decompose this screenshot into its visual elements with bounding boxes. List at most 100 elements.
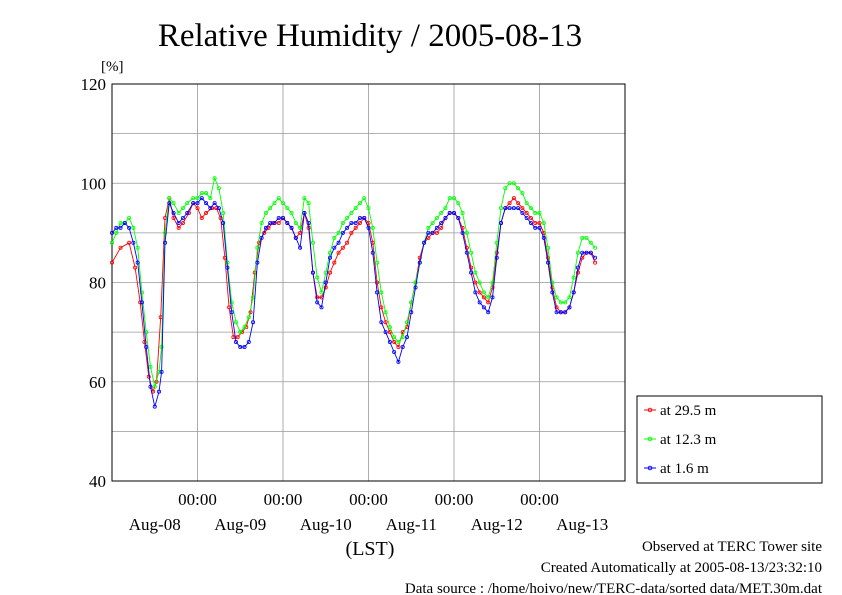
data-point — [276, 215, 281, 220]
data-point — [392, 340, 397, 345]
data-point — [499, 220, 504, 225]
data-point — [366, 225, 371, 230]
legend: at 29.5 m at 12.3 m at 1.6 m — [636, 395, 823, 484]
data-point — [328, 270, 333, 275]
data-point — [417, 260, 422, 265]
data-point — [204, 211, 209, 216]
data-point — [289, 211, 294, 216]
data-point — [235, 335, 240, 340]
data-point — [280, 201, 285, 206]
data-point — [464, 245, 469, 250]
data-point — [567, 295, 572, 300]
data-point — [332, 260, 337, 265]
data-point — [357, 215, 362, 220]
data-point — [404, 320, 409, 325]
x-axis-ticks: 00:00 00:00 00:00 00:00 00:00 Aug-08 Aug-09 Aug… — [129, 490, 608, 534]
data-point — [246, 340, 251, 345]
x-tick-label: 00:00 — [178, 490, 217, 509]
data-point — [443, 206, 448, 211]
data-point — [216, 186, 221, 191]
data-point — [516, 201, 521, 206]
data-point — [110, 230, 115, 235]
data-point — [176, 220, 181, 225]
data-point — [447, 196, 452, 201]
data-point — [242, 345, 247, 350]
data-point — [148, 384, 153, 389]
data-point — [127, 240, 132, 245]
series-lines — [110, 176, 598, 409]
data-point — [571, 275, 576, 280]
data-point — [366, 220, 371, 225]
x-date-label: Aug-12 — [471, 515, 523, 534]
data-point — [541, 235, 546, 240]
data-point — [238, 330, 243, 335]
data-point — [185, 211, 190, 216]
data-point — [464, 250, 469, 255]
data-point — [357, 201, 362, 206]
data-point — [336, 240, 341, 245]
data-point — [593, 255, 598, 260]
data-point — [584, 250, 589, 255]
data-point — [323, 285, 328, 290]
data-point — [114, 225, 119, 230]
data-point — [195, 196, 200, 201]
data-point — [511, 181, 516, 186]
data-point — [204, 191, 209, 196]
data-point — [434, 230, 439, 235]
series-line — [111, 197, 596, 407]
x-tick-label: 00:00 — [520, 490, 559, 509]
series-at-29-5-m — [110, 196, 598, 394]
data-point — [139, 300, 144, 305]
data-point — [332, 235, 337, 240]
data-point — [152, 404, 157, 409]
data-point — [268, 220, 273, 225]
data-point — [255, 260, 260, 265]
data-point — [133, 265, 138, 270]
data-point — [349, 211, 354, 216]
data-point — [276, 220, 281, 225]
data-point — [171, 215, 176, 220]
y-tick-label: 100 — [81, 174, 107, 193]
data-point — [554, 295, 559, 300]
data-point — [417, 255, 422, 260]
data-point — [225, 265, 230, 270]
x-tick-label: 00:00 — [264, 490, 303, 509]
data-point — [167, 196, 172, 201]
data-point — [550, 290, 555, 295]
data-point — [554, 310, 559, 315]
data-point — [392, 349, 397, 354]
data-point — [558, 300, 563, 305]
data-point — [118, 225, 123, 230]
data-point — [400, 335, 405, 340]
data-point — [366, 206, 371, 211]
data-point — [379, 320, 384, 325]
data-point — [139, 290, 144, 295]
data-point — [302, 211, 307, 216]
data-point — [593, 245, 598, 250]
data-point — [528, 206, 533, 211]
data-point — [171, 211, 176, 216]
data-point — [122, 220, 127, 225]
data-point — [575, 270, 580, 275]
legend-swatch-marker — [647, 407, 653, 413]
data-point — [426, 225, 431, 230]
data-point — [477, 290, 482, 295]
data-point — [516, 206, 521, 211]
data-point — [302, 196, 307, 201]
data-point — [328, 250, 333, 255]
data-point — [580, 250, 585, 255]
series-at-12-3-m — [110, 176, 598, 389]
data-point — [144, 345, 149, 350]
data-point — [340, 230, 345, 235]
data-point — [524, 211, 529, 216]
data-point — [563, 300, 568, 305]
data-point — [159, 345, 164, 350]
data-point — [191, 201, 196, 206]
data-point — [319, 290, 324, 295]
data-point — [558, 310, 563, 315]
data-point — [280, 215, 285, 220]
data-point — [246, 315, 251, 320]
data-point — [439, 225, 444, 230]
data-point — [135, 245, 140, 250]
